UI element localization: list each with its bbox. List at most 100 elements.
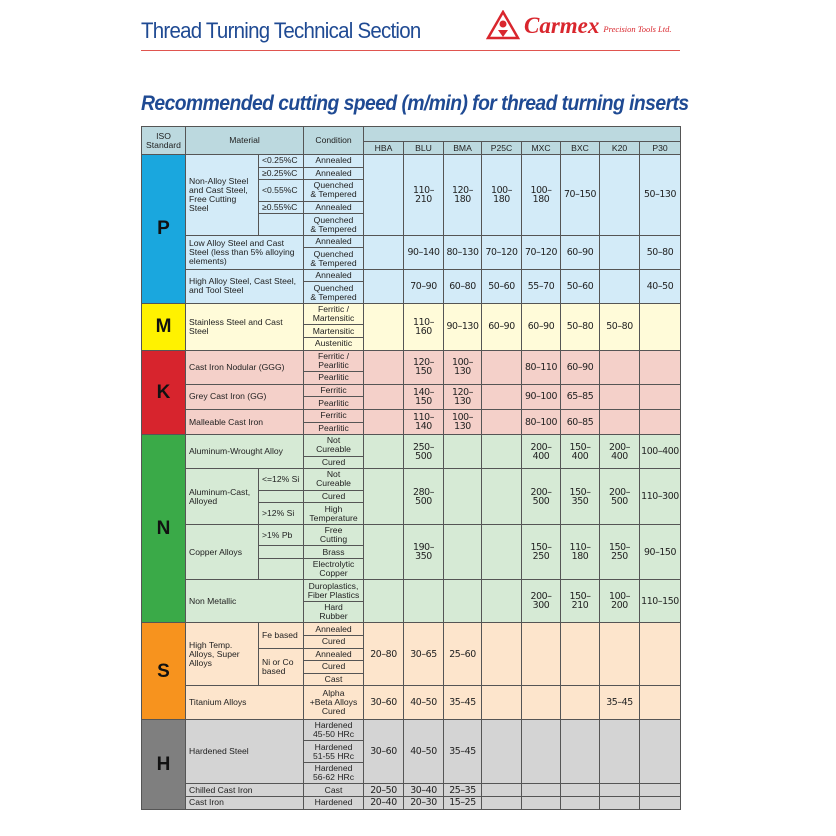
header-condition: Condition xyxy=(303,126,365,155)
material-name: Aluminum-Wrought Alloy xyxy=(184,434,305,470)
speed-bxc: 60–90 xyxy=(560,234,601,270)
speed-k20: 200–500 xyxy=(599,468,641,525)
condition: Cured xyxy=(303,635,365,649)
speed-bxc: 150–350 xyxy=(560,468,601,525)
speed-hba xyxy=(363,468,405,525)
table-row: High Alloy Steel, Cast Steel, and Tool S… xyxy=(141,268,682,304)
header-iso: ISO Standard xyxy=(141,126,186,155)
speed-blu: 20–30 xyxy=(403,795,445,810)
speed-hba: 20–40 xyxy=(363,795,405,810)
speed-p25c: 70–120 xyxy=(481,234,523,270)
speed-p30: 40–50 xyxy=(639,268,682,304)
condition: Cured xyxy=(303,489,365,504)
speed-hba xyxy=(363,383,405,410)
speed-p25c xyxy=(481,579,523,624)
speed-mxc xyxy=(521,718,562,785)
material-name: Cast Iron Nodular (GGG) xyxy=(184,349,305,385)
speed-bma: 120–130 xyxy=(443,383,483,410)
condition: Cast xyxy=(303,672,365,687)
table-row: N Aluminum-Wrought Alloy Not Cureable 250–50… xyxy=(141,434,682,624)
condition: Quenched & Tempered xyxy=(303,213,365,236)
condition: Ferritic xyxy=(303,383,365,398)
speed-mxc: 200–300 xyxy=(521,579,562,624)
speed-k20: 150–250 xyxy=(599,523,641,581)
condition: Quenched & Tempered xyxy=(303,247,365,270)
speed-bma: 25–35 xyxy=(443,783,483,797)
speed-hba: 20–80 xyxy=(363,622,405,687)
cutting-speed-table: ISO Standard Material Condition HBA BLU BM… xyxy=(141,126,682,810)
material-name: Cast Iron xyxy=(184,795,305,810)
material-subtype: <0.55%C xyxy=(257,179,305,202)
speed-p25c xyxy=(481,468,523,525)
table-row: S High Temp. Alloys, Super Alloys Fe based… xyxy=(141,622,682,720)
speed-bma: 60–80 xyxy=(443,268,483,304)
iso-class-s: S xyxy=(141,622,186,720)
speed-bma: 100–130 xyxy=(443,349,483,385)
speed-p25c xyxy=(481,685,523,720)
speed-bxc: 110–180 xyxy=(560,523,601,581)
condition: Hardened 51-55 HRc xyxy=(303,740,365,763)
speed-mxc xyxy=(521,783,562,797)
speed-hba xyxy=(363,408,405,436)
speed-bxc: 65–85 xyxy=(560,383,601,410)
speed-bxc xyxy=(560,718,601,785)
speed-blu: 110–160 xyxy=(403,302,445,351)
speed-bma: 100–130 xyxy=(443,408,483,436)
table-row: Copper Alloys >1% Pb Free Cutting 190–350 150… xyxy=(141,523,682,581)
speed-bxc xyxy=(560,783,601,797)
condition: Annealed xyxy=(303,268,365,283)
material-subtype: ≥0.25%C xyxy=(257,166,305,181)
iso-class-n: N xyxy=(141,434,186,624)
speed-hba xyxy=(363,349,405,385)
speed-p30: 50–130 xyxy=(639,154,682,236)
grade-header-bma: BMA xyxy=(443,141,483,155)
material-name: Malleable Cast Iron xyxy=(184,408,305,436)
speed-p30: 100–400 xyxy=(639,434,682,470)
speed-p30 xyxy=(639,302,682,351)
speed-blu: 190–350 xyxy=(403,523,445,581)
section-title: Thread Turning Technical Section xyxy=(141,18,421,43)
condition: Hardened 45-50 HRc xyxy=(303,718,365,742)
speed-bxc: 60–90 xyxy=(560,349,601,385)
speed-bma: 25–60 xyxy=(443,622,483,687)
table-row: H Hardened Steel Hardened 45-50 HRc 30–60 40–… xyxy=(141,718,682,810)
grade-header-mxc: MXC xyxy=(521,141,562,155)
condition: Annealed xyxy=(303,622,365,636)
material-name: Low Alloy Steel and Cast Steel (less tha… xyxy=(184,234,305,270)
table-row: Malleable Cast Iron Ferritic 110–140 100–13… xyxy=(141,408,682,436)
condition: Ferritic xyxy=(303,408,365,423)
material-name: Grey Cast Iron (GG) xyxy=(184,383,305,410)
table-row: Grey Cast Iron (GG) Ferritic 140–150 120–13… xyxy=(141,383,682,410)
speed-k20 xyxy=(599,622,641,687)
speed-mxc: 150–250 xyxy=(521,523,562,581)
speed-k20 xyxy=(599,154,641,236)
condition: Pearlitic xyxy=(303,421,365,436)
speed-k20 xyxy=(599,795,641,810)
speed-blu: 140–150 xyxy=(403,383,445,410)
speed-hba: 20–50 xyxy=(363,783,405,797)
material-subtype: <=12% Si xyxy=(257,468,305,491)
condition: Brass xyxy=(303,545,365,559)
speed-p25c: 100–180 xyxy=(481,154,523,236)
material-subtype xyxy=(257,489,305,504)
speed-p30: 50–80 xyxy=(639,234,682,270)
page-title: Recommended cutting speed (m/min) for th… xyxy=(141,92,689,115)
condition: Annealed xyxy=(303,154,365,168)
speed-blu: 120–150 xyxy=(403,349,445,385)
condition: Cured xyxy=(303,660,365,674)
material-subtype: Fe based xyxy=(257,622,305,649)
grade-header-k20: K20 xyxy=(599,141,641,155)
speed-bma: 90–130 xyxy=(443,302,483,351)
speed-blu: 110–140 xyxy=(403,408,445,436)
condition: Ferritic / Pearlitic xyxy=(303,349,365,373)
condition: Quenched & Tempered xyxy=(303,281,365,304)
speed-bma: 120–180 xyxy=(443,154,483,236)
speed-p30 xyxy=(639,795,682,810)
material-name: Non Metallic xyxy=(184,579,305,624)
iso-class-p: P xyxy=(141,154,186,304)
condition: Hardened xyxy=(303,795,365,810)
speed-mxc: 90–100 xyxy=(521,383,562,410)
speed-bxc: 150–400 xyxy=(560,434,601,470)
speed-k20: 50–80 xyxy=(599,302,641,351)
header-grades-group xyxy=(363,126,682,142)
